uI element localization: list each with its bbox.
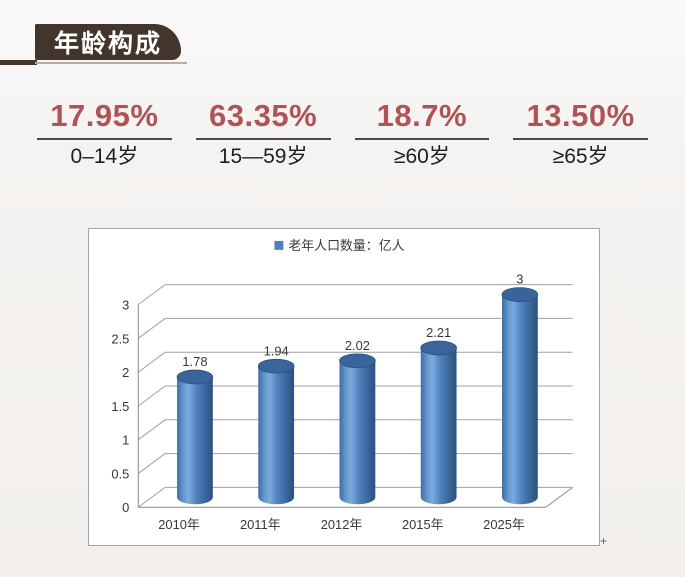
y-tick-label: 0.5 [111, 466, 129, 481]
y-tick-label: 1.5 [111, 399, 129, 414]
y-tick-label: 2.5 [111, 331, 129, 346]
y-tick-label: 3 [122, 297, 129, 312]
resize-cursor-marker: + [600, 534, 608, 548]
floor-right-edge [545, 486, 573, 508]
stat-age-60-plus: 18.7% ≥60岁 [343, 94, 502, 171]
stat-age-range: 15—59岁 [218, 145, 308, 168]
bar-data-label: 1.78 [182, 354, 207, 369]
badge-underline [35, 62, 187, 64]
stat-divider [354, 138, 490, 140]
cylinder-bar-2010年 [177, 377, 213, 505]
stat-age-65-plus: 13.50% ≥65岁 [501, 94, 660, 171]
stat-age-15-59: 63.35% 15—59岁 [184, 94, 343, 171]
bar-data-label: 2.21 [426, 325, 451, 340]
age-stats-row: 17.95% 0–14岁 63.35% 15—59岁 18.7% ≥60岁 13… [0, 94, 685, 171]
stat-age-range: 0–14岁 [70, 145, 139, 168]
stat-age-range: ≥65岁 [552, 145, 609, 168]
cylinder-bar-2012年 [339, 360, 376, 505]
gridline-depth-edge [138, 284, 166, 305]
cylinder-bar-2025年 [502, 294, 538, 505]
cylinder-bar-2015年 [420, 347, 457, 505]
cylinder-top-2025年 [501, 287, 539, 302]
stat-percent: 63.35% [209, 98, 318, 133]
stat-divider [513, 138, 648, 140]
x-category-label: 2025年 [483, 517, 525, 532]
x-category-label: 2012年 [321, 517, 363, 532]
y-tick-label: 1 [122, 433, 129, 448]
floor-left-edge [138, 486, 166, 508]
stat-age-range: ≥60岁 [393, 145, 450, 168]
cylinder-top-2012年 [339, 353, 376, 369]
stat-percent: 13.50% [526, 98, 635, 133]
legend-marker [274, 240, 284, 250]
badge-left-tick [0, 60, 37, 65]
x-category-label: 2010年 [158, 517, 200, 532]
bar-data-label: 2.02 [345, 338, 370, 353]
page-title: 年龄构成 [53, 30, 162, 58]
population-chart: 0 0.5 1 1.5 2 2.5 3 2010年 2011年 2012年 2015年 2025年 1.… [111, 238, 573, 532]
legend-label: 老年人口数量：亿人 [288, 238, 404, 253]
stat-age-0-14: 17.95% 0–14岁 [25, 94, 184, 171]
cylinder-top-2011年 [257, 358, 295, 374]
gridline-depth-edge [138, 419, 166, 441]
bar-data-label: 1.94 [264, 343, 289, 358]
gridline-depth-edge [138, 385, 166, 407]
stat-percent: 18.7% [376, 98, 468, 133]
gridline-depth-edge [138, 453, 166, 474]
section-title-badge: 年龄构成 [35, 24, 181, 60]
y-tick-label: 2 [122, 365, 129, 380]
cylinder-top-2015年 [420, 340, 457, 356]
stat-percent: 17.95% [50, 98, 159, 133]
y-tick-label: 0 [122, 500, 129, 515]
stat-divider [37, 138, 172, 140]
chart-panel: 0 0.5 1 1.5 2 2.5 3 2010年 2011年 2012年 2015年 2025年 1.… [88, 228, 600, 546]
gridline-depth-edge [138, 318, 166, 339]
x-category-label: 2011年 [240, 517, 281, 532]
gridline-depth-edge [138, 351, 166, 373]
stat-divider [195, 138, 331, 140]
x-category-label: 2015年 [402, 517, 444, 532]
cylinder-bar-2011年 [258, 366, 295, 505]
bar-data-label: 3 [516, 272, 523, 287]
cylinder-top-2010年 [176, 369, 214, 385]
